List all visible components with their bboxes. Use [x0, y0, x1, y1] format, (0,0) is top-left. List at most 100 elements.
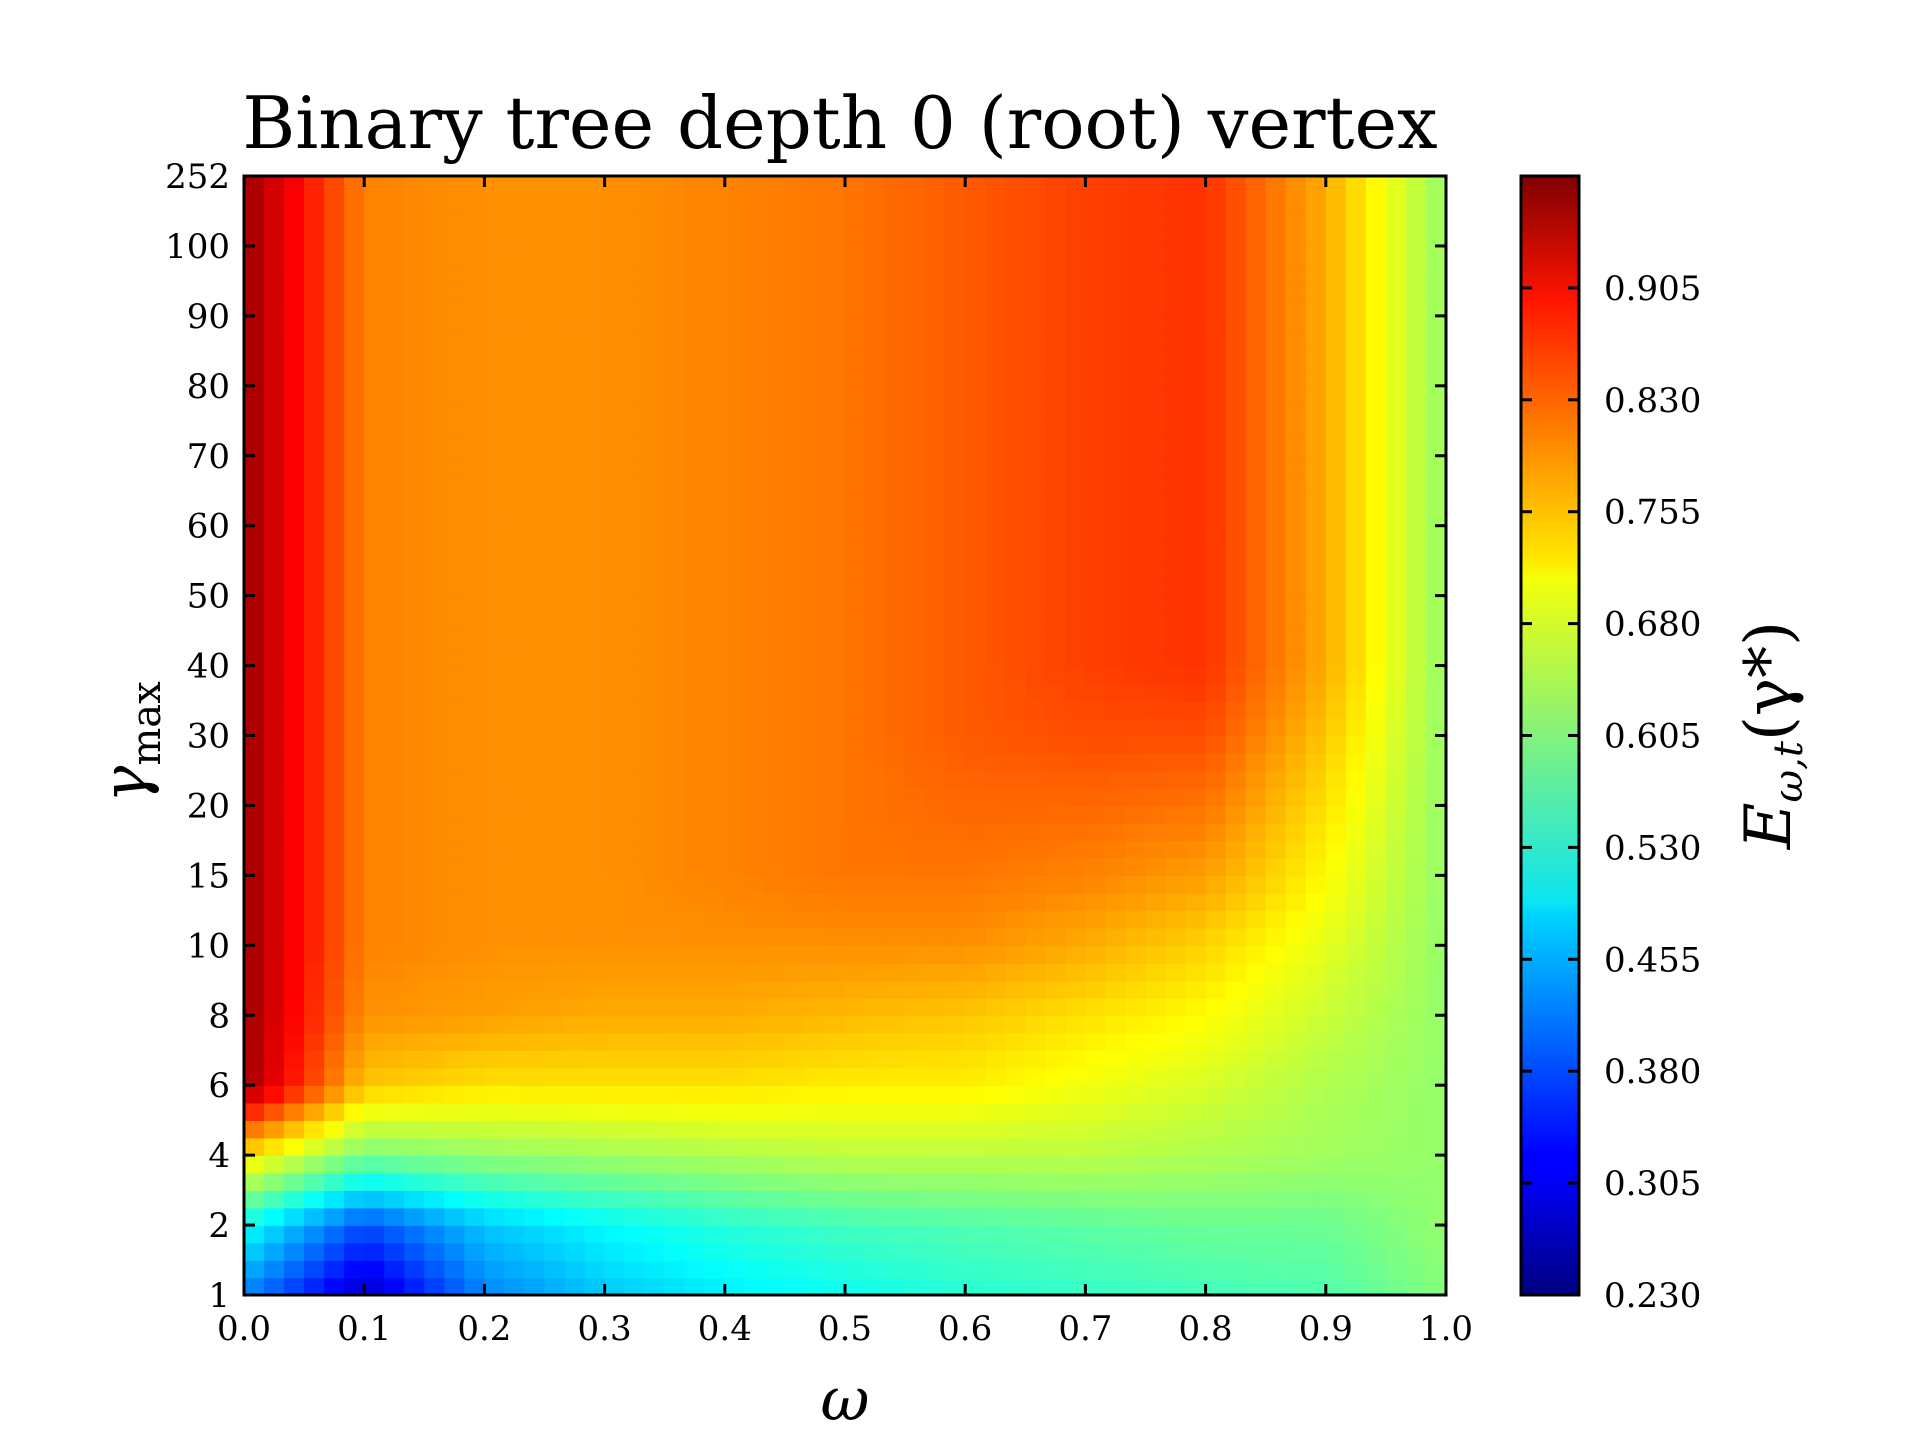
heatmap-cell — [1185, 438, 1207, 457]
heatmap-cell — [544, 385, 566, 405]
heatmap-cell — [824, 193, 846, 212]
heatmap-cell — [284, 263, 305, 282]
heatmap-cell — [1285, 735, 1307, 754]
heatmap-cell — [1045, 1242, 1067, 1261]
heatmap-cell — [1225, 193, 1247, 212]
heatmap-cell — [724, 1207, 746, 1226]
heatmap-cell — [1125, 578, 1147, 597]
heatmap-cell — [644, 962, 666, 982]
heatmap-cell — [544, 578, 566, 597]
heatmap-cell — [1025, 1102, 1047, 1121]
heatmap-cell — [1145, 1277, 1167, 1296]
heatmap-cell — [404, 385, 426, 405]
heatmap-cell — [784, 1032, 806, 1052]
heatmap-cell — [384, 1242, 406, 1261]
heatmap-cell — [684, 193, 706, 212]
heatmap-cell — [1385, 1032, 1407, 1052]
heatmap-cell — [865, 1120, 886, 1139]
heatmap-cell — [1105, 683, 1127, 702]
heatmap-cell — [364, 1050, 386, 1069]
heatmap-cell — [364, 962, 386, 982]
heatmap-cell — [1305, 980, 1327, 999]
heatmap-cell — [264, 1207, 285, 1226]
heatmap-cell — [384, 857, 406, 877]
heatmap-cell — [784, 210, 806, 230]
heatmap-cell — [1365, 525, 1387, 544]
heatmap-cell — [464, 333, 486, 352]
heatmap-cell — [1045, 228, 1067, 247]
heatmap-cell — [384, 490, 406, 509]
heatmap-cell — [484, 1277, 506, 1296]
heatmap-cell — [1305, 735, 1327, 754]
heatmap-cell — [845, 543, 866, 562]
heatmap-cell — [965, 263, 987, 282]
heatmap-cell — [1045, 822, 1067, 842]
heatmap-cell — [1185, 770, 1207, 789]
heatmap-cell — [1065, 315, 1087, 335]
heatmap-cell — [384, 613, 406, 632]
heatmap-cell — [344, 648, 365, 667]
heatmap-cell — [1005, 1155, 1027, 1174]
heatmap-cell — [584, 298, 606, 317]
heatmap-cell — [1005, 333, 1027, 352]
heatmap-cell — [1425, 438, 1447, 457]
heatmap-cell — [1165, 735, 1187, 754]
heatmap-cell — [1125, 315, 1147, 335]
heatmap-cell — [1425, 1172, 1447, 1191]
heatmap-cell — [1205, 210, 1227, 230]
heatmap-cell — [364, 945, 386, 964]
heatmap-cell — [1305, 1050, 1327, 1069]
heatmap-cell — [1225, 210, 1247, 230]
heatmap-cell — [824, 1120, 846, 1139]
heatmap-cell — [484, 420, 506, 440]
heatmap-cell — [905, 857, 926, 877]
heatmap-cell — [384, 228, 406, 247]
heatmap-cell — [824, 613, 846, 632]
heatmap-cell — [624, 420, 646, 440]
heatmap-cell — [1045, 805, 1067, 824]
heatmap-cell — [344, 176, 365, 195]
heatmap-cell — [865, 1050, 886, 1069]
heatmap-cell — [1145, 980, 1167, 999]
heatmap-cell — [1285, 1207, 1307, 1226]
heatmap-cell — [824, 333, 846, 352]
heatmap-cell — [404, 875, 426, 894]
heatmap-cell — [424, 420, 446, 440]
heatmap-cell — [604, 350, 626, 370]
heatmap-cell — [804, 210, 826, 230]
heatmap-cell — [1385, 770, 1407, 789]
heatmap-cell — [444, 368, 466, 387]
heatmap-cell — [684, 648, 706, 667]
heatmap-cell — [1365, 1137, 1387, 1156]
heatmap-cell — [1245, 787, 1267, 807]
heatmap-cell — [444, 1172, 466, 1191]
heatmap-cell — [444, 770, 466, 789]
heatmap-cell — [1385, 735, 1407, 754]
heatmap-cell — [845, 438, 866, 457]
heatmap-cell — [905, 892, 926, 912]
heatmap-cell — [684, 1067, 706, 1086]
heatmap-cell — [644, 1190, 666, 1209]
heatmap-cell — [804, 945, 826, 964]
heatmap-cell — [284, 595, 305, 614]
heatmap-cell — [1365, 997, 1387, 1017]
heatmap-cell — [424, 892, 446, 912]
heatmap-cell — [1245, 752, 1267, 772]
heatmap-cells — [244, 176, 1447, 1296]
heatmap-cell — [804, 543, 826, 562]
heatmap-cell — [845, 822, 866, 842]
heatmap-cell — [364, 403, 386, 422]
heatmap-cell — [824, 176, 846, 195]
heatmap-cell — [664, 263, 686, 282]
heatmap-cell — [364, 892, 386, 912]
heatmap-cell — [484, 1050, 506, 1069]
heatmap-cell — [644, 980, 666, 999]
heatmap-cell — [284, 508, 305, 527]
heatmap-cell — [664, 875, 686, 894]
heatmap-cell — [1025, 770, 1047, 789]
heatmap-cell — [604, 473, 626, 492]
heatmap-cell — [564, 665, 586, 684]
heatmap-cell — [304, 945, 325, 964]
heatmap-cell — [985, 176, 1007, 195]
heatmap-cell — [684, 578, 706, 597]
